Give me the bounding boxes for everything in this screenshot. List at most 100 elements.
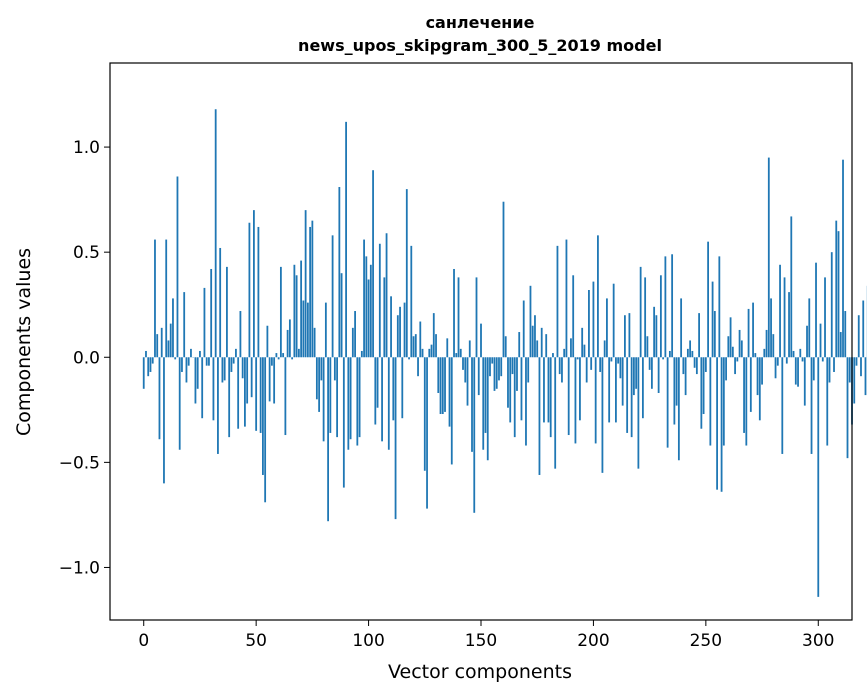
bar bbox=[689, 340, 692, 358]
bar bbox=[248, 222, 251, 358]
bar bbox=[194, 357, 197, 404]
bar bbox=[432, 313, 435, 358]
bar bbox=[648, 357, 651, 370]
bar bbox=[356, 357, 359, 446]
bar bbox=[558, 357, 561, 375]
bar bbox=[644, 277, 647, 358]
bar bbox=[801, 357, 804, 362]
bar bbox=[570, 338, 572, 358]
y-tick-label: 0.5 bbox=[73, 243, 100, 263]
bar bbox=[199, 350, 201, 358]
bar bbox=[360, 350, 363, 358]
bar bbox=[776, 357, 779, 366]
bar bbox=[390, 296, 392, 358]
bar bbox=[772, 334, 775, 358]
bar bbox=[208, 357, 210, 366]
bar bbox=[606, 298, 608, 358]
bar bbox=[536, 340, 539, 358]
bar bbox=[581, 327, 584, 358]
bar bbox=[693, 357, 696, 368]
bar bbox=[444, 357, 446, 412]
bar bbox=[677, 357, 680, 461]
bar bbox=[226, 266, 228, 358]
bar bbox=[244, 357, 246, 427]
bar bbox=[158, 357, 161, 440]
bar bbox=[358, 357, 361, 438]
bar bbox=[848, 357, 851, 383]
bar bbox=[367, 279, 370, 358]
bar bbox=[641, 357, 644, 419]
bar bbox=[172, 298, 174, 358]
bar bbox=[354, 311, 356, 358]
bar bbox=[531, 325, 534, 358]
x-tick-label: 100 bbox=[352, 631, 384, 651]
bar bbox=[662, 357, 665, 360]
bar bbox=[619, 357, 622, 379]
bar bbox=[315, 357, 318, 400]
bar bbox=[862, 300, 865, 358]
bar bbox=[599, 357, 602, 372]
bar bbox=[167, 340, 170, 358]
bar bbox=[565, 239, 568, 358]
bar bbox=[448, 357, 451, 427]
bar bbox=[839, 332, 842, 358]
bar bbox=[262, 357, 264, 475]
bar bbox=[149, 357, 152, 372]
y-axis-ticks: −1.0 −0.5 0.0 0.5 1.0 bbox=[59, 138, 110, 578]
bar bbox=[637, 357, 640, 469]
x-tick-label: 200 bbox=[577, 631, 609, 651]
bar bbox=[313, 327, 316, 358]
bar bbox=[475, 277, 478, 358]
bar bbox=[477, 357, 480, 396]
bar bbox=[680, 298, 683, 358]
bar bbox=[549, 357, 552, 438]
bar bbox=[579, 357, 581, 421]
bar bbox=[187, 357, 190, 366]
bar bbox=[516, 357, 518, 391]
bar bbox=[639, 266, 642, 358]
bar bbox=[428, 348, 431, 358]
bar bbox=[250, 357, 253, 398]
bar bbox=[511, 357, 514, 375]
bar bbox=[221, 357, 224, 383]
bar bbox=[783, 277, 786, 358]
bar bbox=[376, 357, 379, 408]
bar bbox=[421, 348, 424, 358]
bar bbox=[302, 300, 305, 358]
bar bbox=[520, 357, 523, 421]
bar bbox=[237, 357, 240, 429]
bar bbox=[785, 357, 788, 364]
bar bbox=[372, 170, 374, 358]
bar bbox=[561, 357, 563, 383]
bar bbox=[572, 275, 575, 358]
bar bbox=[545, 334, 548, 358]
bar bbox=[322, 357, 325, 442]
bar bbox=[412, 336, 415, 358]
bar bbox=[846, 357, 849, 459]
bar bbox=[738, 329, 741, 358]
bar bbox=[592, 281, 595, 358]
bar bbox=[810, 357, 813, 454]
bar bbox=[203, 287, 206, 358]
bar bbox=[684, 357, 687, 396]
bar bbox=[311, 220, 314, 358]
bar bbox=[855, 357, 858, 366]
bar bbox=[147, 357, 150, 377]
bar bbox=[430, 344, 433, 358]
bar bbox=[630, 357, 633, 438]
bar bbox=[668, 350, 671, 358]
bar bbox=[255, 357, 258, 431]
bar bbox=[286, 329, 289, 358]
bar bbox=[396, 315, 399, 358]
bar bbox=[241, 357, 244, 379]
y-tick-label: −0.5 bbox=[59, 453, 100, 473]
bar bbox=[837, 231, 840, 358]
bar bbox=[163, 357, 165, 484]
bar bbox=[181, 357, 183, 372]
bar bbox=[590, 357, 593, 370]
bar bbox=[794, 357, 797, 385]
bar bbox=[259, 357, 262, 433]
bar bbox=[235, 348, 237, 358]
bar bbox=[725, 357, 727, 381]
bar bbox=[702, 357, 705, 415]
